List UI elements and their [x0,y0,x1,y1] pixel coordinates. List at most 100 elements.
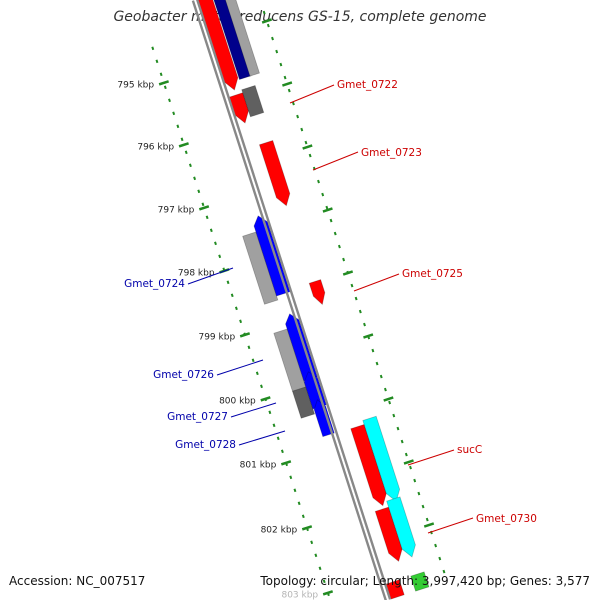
right-tick [261,18,273,24]
kbp-label: 797 kbp [158,205,195,215]
track-dot [291,101,295,106]
track-dot [308,153,312,158]
track-dot [188,163,192,168]
track-dot [193,176,197,181]
track-dot [314,553,318,558]
kbp-tick [178,142,189,148]
track-dot [201,202,205,207]
kbp-label: 798 kbp [178,268,215,278]
track-dot [234,306,238,311]
track-dot [172,111,176,116]
kbp-label: 796 kbp [137,142,174,152]
track-dot [230,293,234,298]
leader-line [407,449,455,466]
track-dot [388,400,392,405]
right-tick [403,459,414,465]
gene-label: Gmet_0722 [337,79,398,91]
leader-line [238,430,286,446]
track-dot [350,283,354,288]
track-dot [322,579,326,584]
track-dot [363,322,366,327]
track-dot [293,488,297,493]
kbp-label: 803 kbp [281,590,318,600]
right-tick [342,270,354,276]
track-dot [266,23,270,28]
kbp-label: 801 kbp [240,460,277,470]
gene-label: Gmet_0730 [476,513,537,525]
leader-line [427,517,474,534]
track-dot [358,309,362,314]
right-tick [363,333,374,339]
track-dot [425,517,429,522]
gene-block [410,571,430,592]
track-dot [283,75,287,80]
track-dot [413,478,417,483]
track-dot [297,501,301,506]
track-dot [168,98,171,103]
backbone-line [196,0,392,600]
tick-track-left [151,46,330,597]
kbp-tick [260,396,271,402]
kbp-tick [301,525,313,531]
gene-block [291,386,316,419]
track-dot [417,491,421,496]
track-dot [342,257,346,262]
gene-block [386,496,416,558]
gene-block [242,231,279,305]
gene-label: Gmet_0723 [361,147,422,159]
track-dot [176,124,180,129]
gene-block [225,0,260,77]
track-dot [260,384,263,389]
track-dot [375,361,379,366]
track-dot [325,205,329,210]
track-dot [354,296,358,301]
track-dot [337,244,341,249]
cds-block [308,279,326,306]
leader-line [187,267,234,285]
leader-line [353,273,400,292]
track-dot [163,85,167,90]
track-dot [239,319,243,324]
kbp-tick [239,332,251,338]
cds-block [350,424,387,507]
cds-block [213,0,252,80]
right-tick [383,396,394,402]
track-dot [275,49,279,54]
right-tick [322,207,333,213]
track-dot [304,140,308,145]
track-dot [184,150,188,155]
track-dot [434,543,438,548]
track-dot [279,62,283,67]
track-dot [251,358,255,363]
gene-label: Gmet_0725 [402,268,463,280]
track-dot [400,439,404,444]
track-dot [197,189,201,194]
gene-label: Gmet_0724 [124,278,185,290]
genome-stats-text: Topology: circular; Length: 3,997,420 bp… [260,574,590,588]
gene-label: sucC [457,444,482,456]
leader-line [289,84,335,104]
backbone-line [191,0,387,600]
gene-label: Gmet_0727 [167,411,228,423]
leader-line [312,151,359,171]
track-dot [159,72,163,77]
track-dot [396,426,400,431]
kbp-label: 802 kbp [261,525,298,535]
track-dot [180,137,184,142]
track-dot [255,371,259,376]
right-tick [282,81,293,87]
right-tick [302,144,313,150]
track-dot [421,504,425,509]
track-dot [151,46,155,51]
track-dot [276,436,280,441]
gene-label: Gmet_0728 [175,439,236,451]
track-dot [268,410,272,415]
track-dot [379,374,383,379]
track-dot [155,59,159,64]
track-dot [383,387,387,392]
kbp-tick [322,590,334,596]
track-dot [317,179,320,184]
kbp-tick [158,80,170,86]
kbp-tick [198,205,210,211]
